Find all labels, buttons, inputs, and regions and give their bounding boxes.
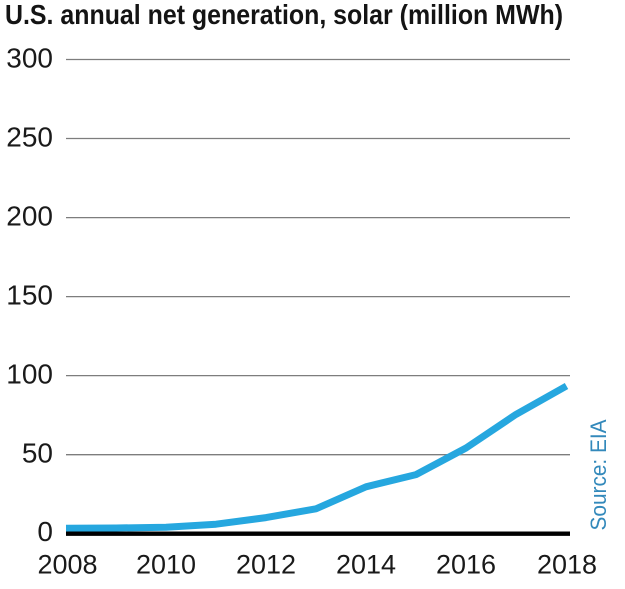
svg-text:Source: EIA: Source: EIA: [586, 419, 611, 530]
svg-text:50: 50: [22, 438, 53, 469]
svg-text:150: 150: [6, 280, 53, 311]
svg-text:200: 200: [6, 201, 53, 232]
svg-text:2016: 2016: [436, 550, 496, 580]
svg-text:2012: 2012: [236, 550, 296, 580]
svg-text:250: 250: [6, 122, 53, 153]
svg-text:300: 300: [6, 43, 53, 74]
svg-text:U.S. annual net generation, so: U.S. annual net generation, solar (milli…: [5, 0, 563, 30]
svg-text:2014: 2014: [336, 550, 396, 580]
svg-text:0: 0: [37, 516, 53, 547]
svg-text:2008: 2008: [37, 550, 97, 580]
svg-text:100: 100: [6, 359, 53, 390]
svg-text:2018: 2018: [537, 550, 597, 580]
svg-text:2010: 2010: [136, 550, 196, 580]
